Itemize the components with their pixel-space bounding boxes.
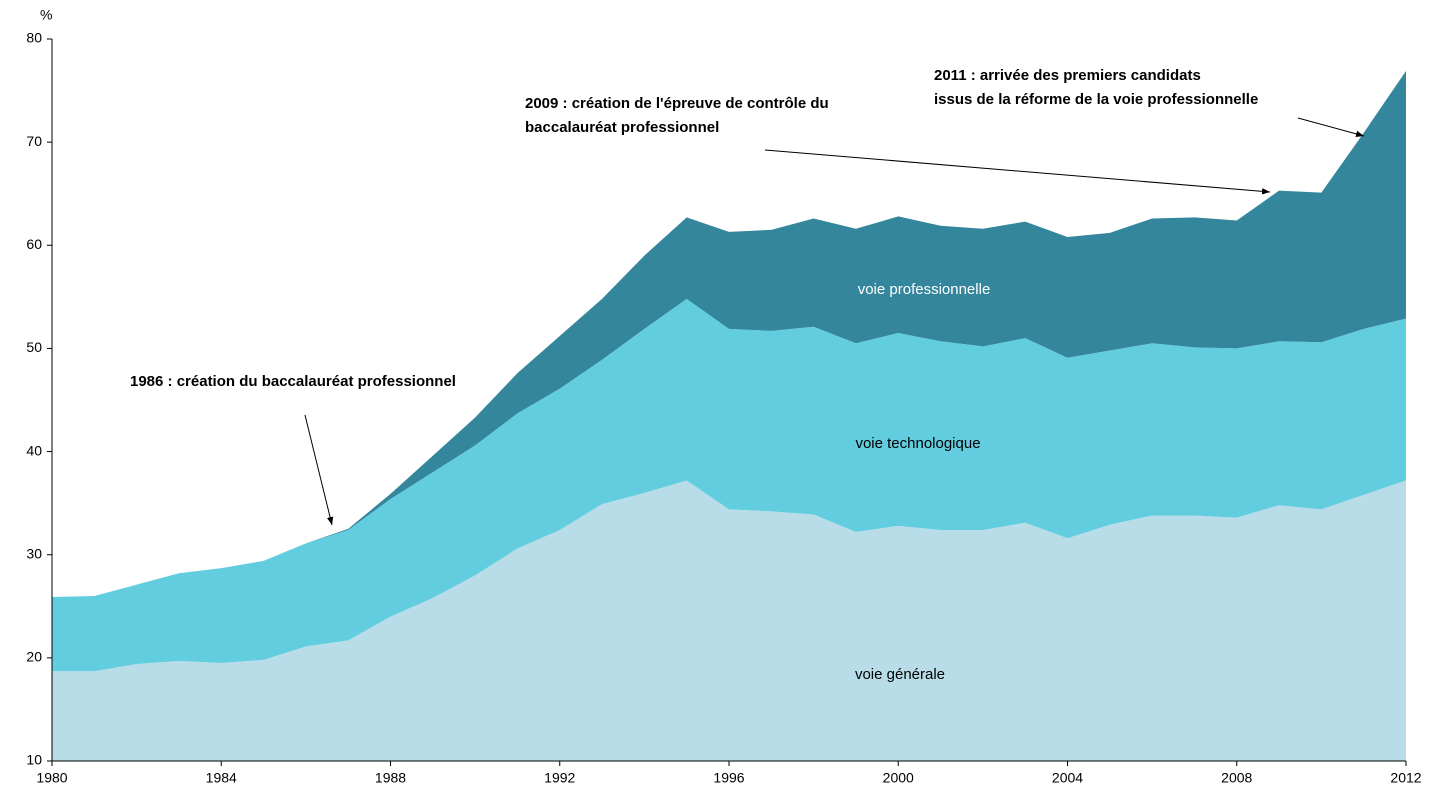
series-label: voie générale [855,666,945,683]
y-tick-label: 80 [26,30,42,46]
annotation: 1986 : création du baccalauréat professi… [130,373,456,390]
area [52,70,1406,598]
y-axis-unit: % [40,7,52,23]
annotation: baccalauréat professionnel [525,119,719,136]
y-tick-label: 50 [26,339,42,355]
y-tick-label: 10 [26,752,42,768]
x-tick-label: 1992 [544,770,575,786]
x-tick-label: 2008 [1221,770,1252,786]
areas [52,70,1406,761]
x-tick-label: 2000 [883,770,914,786]
annotation: 2011 : arrivée des premiers candidats [934,67,1201,84]
arrow [1297,117,1365,137]
area [52,480,1406,761]
y-tick-label: 20 [26,649,42,665]
arrow [764,149,1271,195]
y-tick-label: 30 [26,545,42,561]
arrow [304,414,334,526]
area [52,298,1406,672]
x-tick-label: 1980 [36,770,67,786]
x-tick-label: 1996 [713,770,744,786]
series-label: voie technologique [855,435,980,452]
annotation: 2009 : création de l'épreuve de contrôle… [525,95,829,112]
x-tick-label: 1984 [206,770,237,786]
x-tick-label: 2012 [1390,770,1421,786]
y-tick-label: 60 [26,236,42,252]
series-label: voie professionnelle [858,281,991,298]
x-tick-label: 2004 [1052,770,1083,786]
annotation: issus de la réforme de la voie professio… [934,91,1258,108]
y-tick-label: 70 [26,133,42,149]
x-tick-label: 1988 [375,770,406,786]
y-tick-label: 40 [26,442,42,458]
